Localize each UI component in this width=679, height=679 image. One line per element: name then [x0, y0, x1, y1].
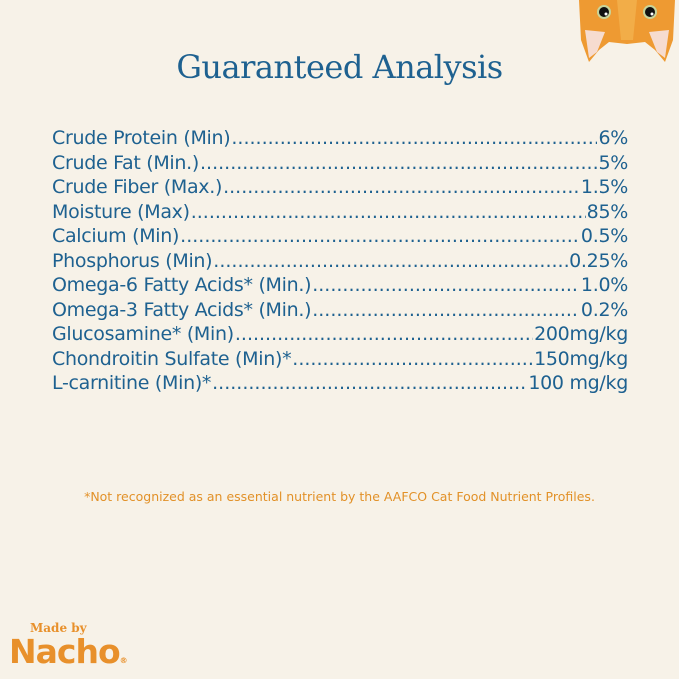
nutrient-label: Omega-6 Fatty Acids* (Min.)	[52, 274, 312, 296]
nutrient-value: 85%	[586, 200, 629, 223]
analysis-row: Crude Fiber (Max.) 1.5%	[52, 176, 628, 201]
dot-leader	[312, 299, 580, 321]
analysis-row: Calcium (Min) 0.5%	[52, 225, 628, 250]
brand-logo: Nacho®	[9, 632, 128, 671]
nutrient-value: 5%	[598, 151, 628, 174]
dot-leader	[213, 250, 568, 272]
nutrient-label: Calcium (Min)	[52, 225, 180, 247]
dot-leader	[231, 127, 597, 149]
analysis-row: Crude Fat (Min.) 5%	[52, 152, 628, 177]
nutrient-label: Crude Fat (Min.)	[52, 151, 200, 174]
nutrient-value: 100 mg/kg	[528, 372, 628, 394]
nutrient-value: 150mg/kg	[534, 347, 628, 370]
nutrient-label: Crude Protein (Min)	[52, 127, 231, 149]
analysis-row: L-carnitine (Min)* 100 mg/kg	[52, 372, 628, 397]
dot-leader	[191, 201, 586, 223]
logo-tagline: Made by	[30, 621, 87, 635]
footnote: *Not recognized as an essential nutrient…	[84, 489, 595, 504]
registered-mark: ®	[119, 656, 128, 665]
dot-leader	[235, 323, 533, 345]
nutrient-label: L-carnitine (Min)*	[52, 372, 212, 394]
nutrient-value: 1.0%	[580, 274, 628, 296]
analysis-row: Crude Protein (Min) 6%	[52, 127, 628, 152]
nutrient-label: Crude Fiber (Max.)	[52, 176, 223, 198]
analysis-row: Omega-3 Fatty Acids* (Min.) 0.2%	[52, 299, 628, 324]
analysis-row: Omega-6 Fatty Acids* (Min.) 1.0%	[52, 274, 628, 299]
analysis-row: Moisture (Max) 85%	[52, 201, 628, 226]
brand-name: Nacho	[9, 632, 121, 671]
nutrient-value: 0.2%	[580, 298, 628, 321]
dot-leader	[312, 274, 580, 296]
nutrient-label: Omega-3 Fatty Acids* (Min.)	[52, 298, 312, 321]
nutrient-label: Glucosamine* (Min)	[52, 323, 234, 345]
nutrient-value: 6%	[598, 127, 628, 149]
dot-leader	[223, 176, 580, 198]
analysis-row: Glucosamine* (Min) 200mg/kg	[52, 323, 628, 348]
nutrient-value: 0.25%	[569, 249, 628, 272]
nutrient-value: 200mg/kg	[534, 323, 628, 345]
nutrient-label: Moisture (Max)	[52, 200, 190, 223]
cat-face-illustration	[579, 0, 675, 62]
dot-leader	[180, 225, 580, 247]
nutrient-label: Phosphorus (Min)	[52, 249, 213, 272]
dot-leader	[292, 348, 533, 370]
analysis-row: Chondroitin Sulfate (Min)* 150mg/kg	[52, 348, 628, 373]
nutrient-label: Chondroitin Sulfate (Min)*	[52, 347, 292, 370]
dot-leader	[212, 372, 527, 394]
analysis-table: Crude Protein (Min)6%Crude Fat (Min.)5%C…	[52, 127, 628, 397]
nutrient-value: 0.5%	[580, 225, 628, 247]
page-title: Guaranteed Analysis	[176, 48, 503, 86]
nutrient-value: 1.5%	[580, 176, 628, 198]
dot-leader	[200, 152, 597, 174]
analysis-row: Phosphorus (Min) 0.25%	[52, 250, 628, 275]
